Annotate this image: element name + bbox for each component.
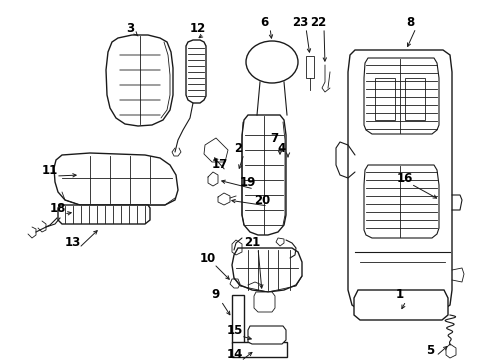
Text: 3: 3 [126, 22, 134, 35]
Text: 1: 1 [395, 288, 403, 302]
Text: 8: 8 [405, 15, 413, 28]
Text: 6: 6 [259, 15, 267, 28]
Text: 15: 15 [226, 324, 243, 337]
Polygon shape [363, 165, 438, 238]
Text: 10: 10 [200, 252, 216, 265]
Text: 23: 23 [291, 15, 307, 28]
Polygon shape [253, 292, 274, 312]
Text: 18: 18 [50, 202, 66, 215]
Polygon shape [242, 115, 285, 235]
Text: 14: 14 [226, 348, 243, 360]
Polygon shape [247, 326, 285, 344]
Text: 16: 16 [396, 171, 412, 184]
Polygon shape [347, 50, 451, 312]
Text: 21: 21 [244, 235, 260, 248]
Ellipse shape [245, 41, 297, 83]
Text: 11: 11 [42, 163, 58, 176]
Bar [231, 342, 286, 357]
Text: 5: 5 [425, 343, 433, 356]
Text: 4: 4 [277, 141, 285, 154]
Polygon shape [203, 138, 227, 162]
Text: 17: 17 [211, 158, 228, 171]
Text: 22: 22 [309, 15, 325, 28]
Text: 13: 13 [65, 235, 81, 248]
Text: 9: 9 [210, 288, 219, 302]
Polygon shape [54, 153, 178, 205]
Polygon shape [185, 40, 205, 103]
Text: 12: 12 [189, 22, 206, 35]
Polygon shape [58, 205, 150, 224]
Polygon shape [353, 290, 447, 320]
Polygon shape [363, 58, 438, 134]
Bar [231, 295, 244, 343]
Text: 2: 2 [233, 141, 242, 154]
Text: 7: 7 [269, 131, 278, 144]
Polygon shape [231, 248, 302, 292]
Text: 20: 20 [253, 194, 269, 207]
Polygon shape [106, 35, 173, 126]
Bar [305, 56, 313, 78]
Text: 19: 19 [239, 176, 256, 189]
